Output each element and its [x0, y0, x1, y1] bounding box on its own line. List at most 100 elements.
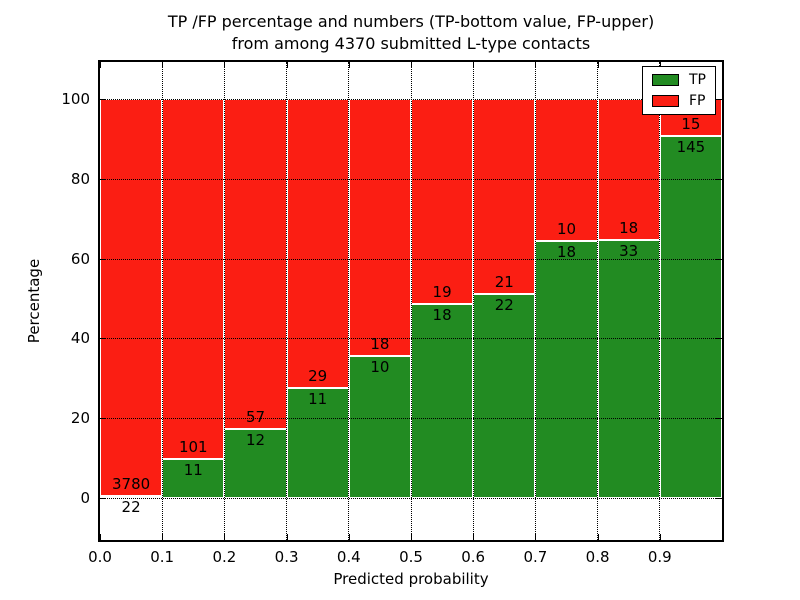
- tp-count-label: 12: [245, 430, 266, 449]
- x-tick-mark: [411, 534, 412, 540]
- fp-count-label: 19: [432, 282, 452, 301]
- fp-count-label: 29: [308, 367, 328, 386]
- v-gridline: [472, 62, 474, 540]
- bar-segment-tp: [348, 355, 411, 498]
- x-tick-mark: [597, 534, 599, 540]
- v-gridline: [534, 62, 536, 540]
- tp-count-label: 145: [676, 138, 706, 157]
- y-tick-mark: [100, 418, 106, 420]
- tp-count-label: 22: [121, 497, 141, 516]
- x-tick-mark-top: [224, 62, 226, 68]
- v-gridline: [597, 62, 599, 540]
- y-tick-mark: [100, 338, 106, 340]
- x-tick-mark: [348, 534, 350, 540]
- y-axis-label: Percentage: [25, 258, 43, 344]
- v-gridline: [286, 62, 288, 540]
- tp-count-label: 22: [494, 295, 514, 314]
- plot-area: Percentage Predicted probability TP FP 37…: [25, 60, 724, 588]
- y-tick-mark-right: [716, 418, 722, 420]
- y-tick-mark: [100, 178, 106, 180]
- y-tick-mark: [100, 99, 106, 100]
- bar-segment-tp: [659, 136, 722, 498]
- y-tick-mark-right: [716, 99, 722, 100]
- fp-count-label: 101: [178, 437, 208, 456]
- x-tick-mark-top: [597, 62, 599, 68]
- legend-swatch-fp: [652, 95, 679, 107]
- x-tick-label: 0.1: [150, 548, 175, 566]
- legend-item-tp: TP: [652, 73, 706, 87]
- x-tick-label: 0.9: [647, 548, 672, 566]
- x-tick-label: 0.7: [523, 548, 548, 566]
- x-tick-mark: [224, 534, 226, 540]
- fp-count-label: 18: [370, 334, 390, 353]
- x-tick-mark: [286, 534, 288, 540]
- tp-count-label: 33: [619, 241, 639, 260]
- bar-segment-tp: [224, 428, 287, 498]
- bar-segment-fp: [100, 99, 163, 496]
- bar-segment-fp: [162, 99, 225, 459]
- bar-segment-tp: [162, 458, 225, 498]
- x-tick-mark-top: [473, 62, 475, 68]
- v-gridline: [161, 62, 163, 540]
- chart-title-line2: from among 4370 submitted L-type contact…: [231, 34, 591, 53]
- y-tick-mark-right: [716, 258, 722, 260]
- x-tick-mark: [473, 534, 475, 540]
- y-tick-label: 60: [70, 249, 90, 268]
- x-tick-mark-top: [100, 62, 101, 68]
- fp-count-label: 18: [619, 218, 639, 237]
- v-gridline: [223, 62, 225, 540]
- y-tick-mark-right: [716, 178, 722, 180]
- tp-count-label: 11: [308, 390, 328, 409]
- tp-count-label: 11: [183, 460, 203, 479]
- v-gridline: [410, 62, 412, 540]
- y-tick-mark-right: [716, 338, 722, 340]
- bar-segment-fp: [473, 99, 536, 294]
- bar-segment-fp: [597, 99, 660, 240]
- x-tick-label: 0.5: [399, 548, 423, 566]
- bar-segment-fp: [411, 99, 474, 304]
- y-tick-label: 20: [70, 409, 90, 428]
- x-tick-label: 0.3: [274, 548, 299, 566]
- bar-segment-tp: [100, 495, 163, 498]
- x-tick-mark: [162, 534, 164, 540]
- y-tick-label: 80: [70, 169, 90, 188]
- legend-label-fp: FP: [689, 93, 706, 109]
- x-tick-mark-top: [162, 62, 164, 68]
- y-tick-label: 40: [70, 329, 90, 348]
- x-tick-mark-top: [411, 62, 412, 68]
- chart-title-line1: TP /FP percentage and numbers (TP-bottom…: [167, 12, 655, 31]
- x-tick-mark-top: [659, 62, 661, 68]
- x-tick-mark: [100, 534, 101, 540]
- y-tick-label: 100: [61, 90, 90, 108]
- x-tick-mark: [535, 534, 537, 540]
- bar-segment-tp: [597, 239, 660, 498]
- bar-segment-tp: [286, 388, 349, 498]
- bar-segment-tp: [411, 303, 474, 498]
- legend: TP FP: [642, 66, 716, 115]
- x-axis-label: Predicted probability: [333, 570, 489, 588]
- legend-swatch-tp: [652, 74, 679, 86]
- bar-segment-fp: [535, 99, 598, 242]
- fp-count-label: 21: [494, 272, 514, 291]
- tp-count-label: 18: [556, 243, 577, 262]
- x-tick-label: 0.4: [336, 548, 361, 566]
- x-tick-mark-top: [535, 62, 537, 68]
- v-gridline: [659, 62, 661, 540]
- fp-count-label: 3780: [112, 474, 151, 493]
- bar-segment-fp: [348, 99, 411, 356]
- bar-segment-fp: [286, 99, 349, 389]
- chart-title: TP /FP percentage and numbers (TP-bottom…: [100, 11, 722, 55]
- x-tick-label: 0.0: [88, 548, 112, 566]
- fp-count-label: 15: [681, 115, 701, 134]
- x-tick-mark: [659, 534, 661, 540]
- x-tick-mark-top: [286, 62, 288, 68]
- legend-label-tp: TP: [689, 72, 706, 88]
- x-tick-label: 0.2: [212, 548, 237, 566]
- bar-segment-tp: [535, 241, 598, 498]
- y-tick-mark: [100, 258, 106, 260]
- bar-segment-fp: [224, 99, 287, 429]
- tp-count-label: 18: [432, 305, 452, 324]
- x-tick-mark-top: [348, 62, 350, 68]
- y-tick-label: 0: [80, 489, 90, 507]
